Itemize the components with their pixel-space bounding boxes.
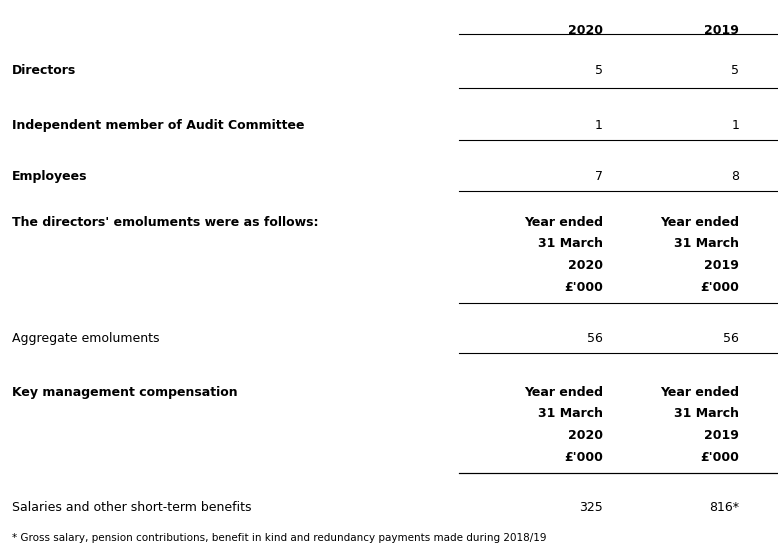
Text: Aggregate emoluments: Aggregate emoluments [12, 332, 159, 345]
Text: £'000: £'000 [700, 281, 739, 294]
Text: 7: 7 [595, 170, 603, 183]
Text: 31 March: 31 March [674, 407, 739, 421]
Text: The directors' emoluments were as follows:: The directors' emoluments were as follow… [12, 216, 318, 228]
Text: Year ended: Year ended [660, 385, 739, 399]
Text: 5: 5 [595, 64, 603, 77]
Text: 2020: 2020 [568, 429, 603, 442]
Text: Year ended: Year ended [660, 216, 739, 228]
Text: Employees: Employees [12, 170, 87, 183]
Text: Year ended: Year ended [524, 216, 603, 228]
Text: * Gross salary, pension contributions, benefit in kind and redundancy payments m: * Gross salary, pension contributions, b… [12, 533, 546, 543]
Text: 1: 1 [595, 119, 603, 132]
Text: 2020: 2020 [568, 24, 603, 37]
Text: 2019: 2019 [704, 24, 739, 37]
Text: 2019: 2019 [704, 259, 739, 272]
Text: 31 March: 31 March [674, 237, 739, 250]
Text: 2019: 2019 [704, 429, 739, 442]
Text: 2020: 2020 [568, 259, 603, 272]
Text: Directors: Directors [12, 64, 76, 77]
Text: 31 March: 31 March [538, 407, 603, 421]
Text: 56: 56 [724, 332, 739, 345]
Text: 5: 5 [731, 64, 739, 77]
Text: 816*: 816* [709, 501, 739, 514]
Text: Year ended: Year ended [524, 385, 603, 399]
Text: £'000: £'000 [700, 451, 739, 464]
Text: 31 March: 31 March [538, 237, 603, 250]
Text: 1: 1 [731, 119, 739, 132]
Text: £'000: £'000 [564, 451, 603, 464]
Text: 8: 8 [731, 170, 739, 183]
Text: 56: 56 [587, 332, 603, 345]
Text: £'000: £'000 [564, 281, 603, 294]
Text: 325: 325 [579, 501, 603, 514]
Text: Key management compensation: Key management compensation [12, 385, 237, 399]
Text: Independent member of Audit Committee: Independent member of Audit Committee [12, 119, 304, 132]
Text: Salaries and other short-term benefits: Salaries and other short-term benefits [12, 501, 251, 514]
